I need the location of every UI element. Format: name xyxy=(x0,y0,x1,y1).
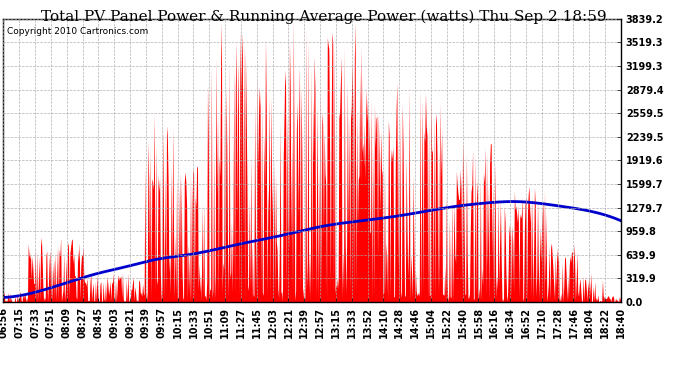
Text: Total PV Panel Power & Running Average Power (watts) Thu Sep 2 18:59: Total PV Panel Power & Running Average P… xyxy=(41,9,607,24)
Text: Copyright 2010 Cartronics.com: Copyright 2010 Cartronics.com xyxy=(6,27,148,36)
